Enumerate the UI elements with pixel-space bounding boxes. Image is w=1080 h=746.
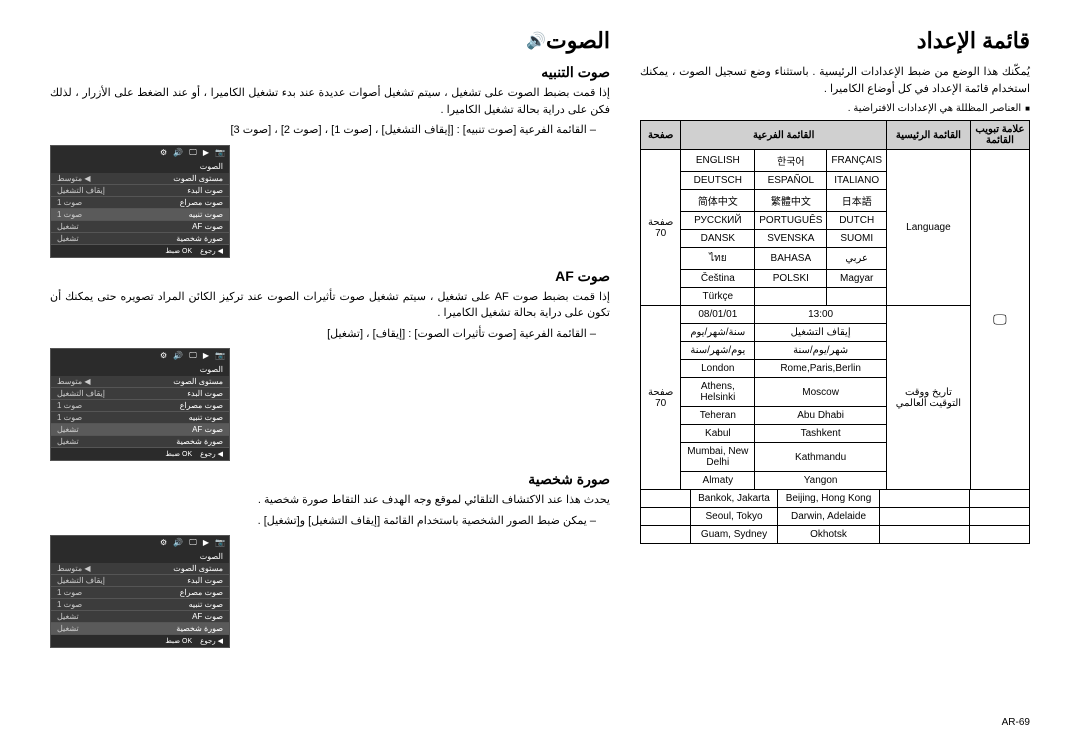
page-ref-2: صفحة 70 xyxy=(641,306,681,490)
page-number: AR-69 xyxy=(1002,717,1030,728)
defaults-note: العناصر المظللة هي الإعدادات الافتراضية … xyxy=(640,103,1030,114)
sound-icon xyxy=(526,31,546,51)
settings-table-cont: Beijing, Hong Kong Bankok, Jakarta Darwi… xyxy=(640,489,1030,544)
section-af: صوت AF xyxy=(50,268,610,285)
section-selfie: صورة شخصية xyxy=(50,471,610,488)
selfie-desc: يحدث هذا عند الاكتشاف التلقائي لموقع وجه… xyxy=(50,492,610,509)
af-desc: إذا قمت بضبط صوت AF على تشغيل ، سيتم تشغ… xyxy=(50,289,610,322)
section-beep: صوت التنبيه xyxy=(50,64,610,81)
beep-submenu: – القائمة الفرعية [صوت تنبيه] : [إيقاف ا… xyxy=(50,122,596,139)
page-title-sound: الصوت xyxy=(546,28,610,54)
selfie-submenu: – يمكن ضبط الصور الشخصية باستخدام القائم… xyxy=(50,513,596,530)
beep-desc: إذا قمت بضبط الصوت على تشغيل ، سيتم تشغي… xyxy=(50,85,610,118)
display-tab-icon: 🖵 xyxy=(970,150,1029,490)
page-ref-1: صفحة 70 xyxy=(641,150,681,306)
language-label: Language xyxy=(886,150,970,306)
osd-menu-1: 📷 ▶ 🖵 🔊 ⚙ الصوت مستوى الصوت◀ متوسط صوت ا… xyxy=(50,145,230,258)
af-submenu: – القائمة الفرعية [صوت تأثيرات الصوت] : … xyxy=(50,326,596,343)
page-title-setup: قائمة الإعداد xyxy=(917,28,1030,54)
setup-desc: يُمكّنك هذا الوضع من ضبط الإعدادات الرئي… xyxy=(640,64,1030,97)
osd-menu-3: 📷 ▶ 🖵 🔊 ⚙ الصوت مستوى الصوت◀ متوسط صوت ا… xyxy=(50,535,230,648)
worldtime-label: تاريخ ووقت التوقيت العالمي xyxy=(886,306,970,490)
settings-table: علامة تبويب القائمة القائمة الرئيسية الق… xyxy=(640,120,1030,490)
osd-tabs: 📷 ▶ 🖵 🔊 ⚙ xyxy=(51,146,229,160)
osd-menu-2: 📷 ▶ 🖵 🔊 ⚙ الصوت مستوى الصوت◀ متوسط صوت ا… xyxy=(50,348,230,461)
